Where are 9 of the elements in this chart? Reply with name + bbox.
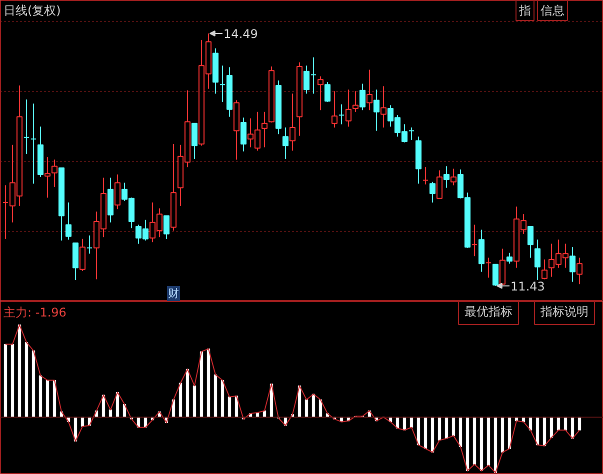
chart-title: 日线(复权): [4, 4, 61, 18]
annotation: 信息: [540, 4, 564, 18]
text: 最优指标: [464, 304, 512, 318]
annotation: 指: [518, 4, 531, 18]
text: 主力: -1.96: [4, 306, 66, 320]
annotation: 14.49: [224, 26, 258, 41]
text: 指标说明: [540, 304, 588, 318]
annotation: 11.43: [510, 279, 545, 294]
annotation: 财: [168, 287, 179, 300]
